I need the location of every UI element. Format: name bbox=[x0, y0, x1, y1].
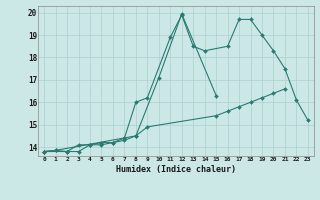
X-axis label: Humidex (Indice chaleur): Humidex (Indice chaleur) bbox=[116, 165, 236, 174]
